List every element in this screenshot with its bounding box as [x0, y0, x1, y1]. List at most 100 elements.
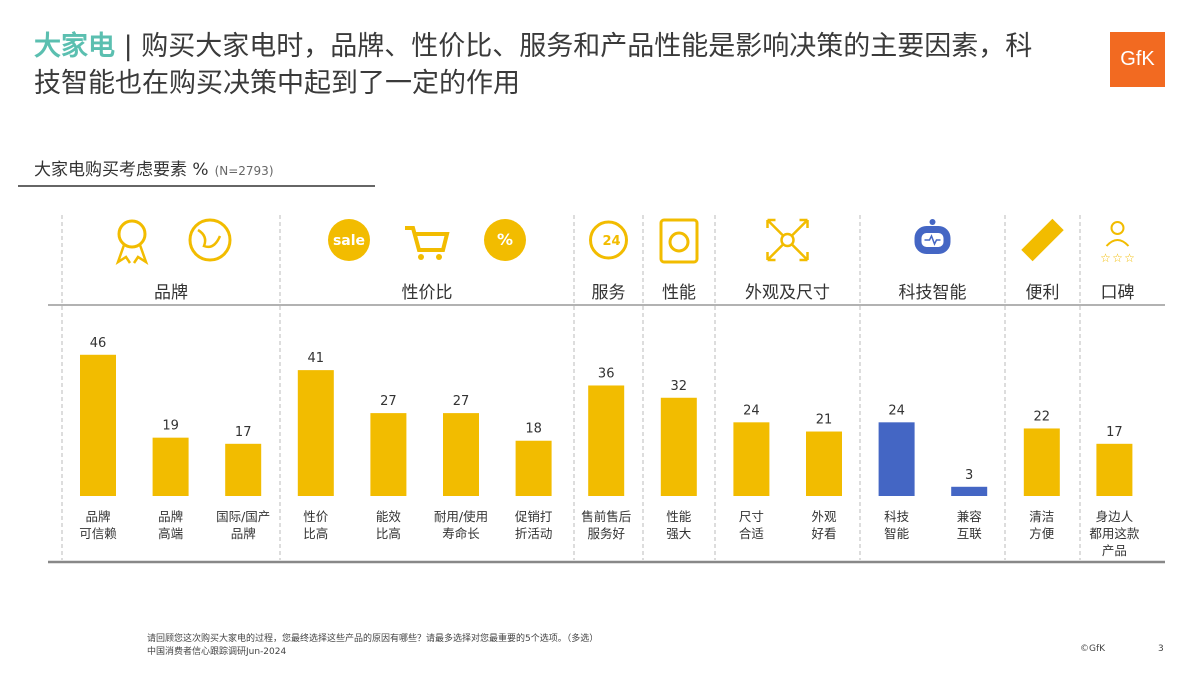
- appliance-icon: [659, 218, 699, 264]
- category-label-line: 兼容: [957, 509, 982, 524]
- category-label: 品牌高端: [158, 509, 183, 541]
- title-underline: [18, 185, 375, 187]
- category-label-line: 清洁: [1029, 509, 1054, 524]
- category-label: 能效比高: [376, 509, 402, 541]
- wheel: [418, 254, 424, 260]
- chart-title-text: 大家电购买考虑要素 %: [34, 160, 209, 180]
- badge: [328, 219, 370, 261]
- category-label-line: 高端: [158, 526, 183, 541]
- category-label: 科技智能: [884, 509, 910, 541]
- group-label: 便利: [1026, 283, 1060, 303]
- badge-text: sale: [333, 233, 365, 249]
- ring: [589, 220, 628, 260]
- body: [659, 218, 699, 264]
- category-label-line: 能效: [376, 509, 402, 524]
- label: 24: [602, 234, 620, 249]
- globe-icon: [188, 218, 232, 262]
- category-label-line: 互联: [957, 526, 983, 541]
- category-label-line: 耐用/使用: [434, 509, 488, 524]
- category-label-line: 寿命长: [442, 526, 480, 541]
- data-label: 22: [1034, 409, 1051, 424]
- category-label-line: 国际/国产: [216, 509, 270, 524]
- bar: [515, 440, 552, 496]
- bar: [1096, 443, 1133, 496]
- wheel: [436, 254, 442, 260]
- category-label-line: 比高: [303, 526, 328, 541]
- bar: [806, 431, 842, 496]
- head: [1110, 221, 1125, 235]
- category-label-line: 身边人: [1096, 509, 1134, 524]
- data-label: 27: [453, 394, 470, 409]
- category-label: 促销打折活动: [515, 509, 553, 541]
- bar: [951, 486, 988, 496]
- body: [1105, 239, 1130, 247]
- category-label: 外观好看: [811, 509, 837, 541]
- gfk-logo: GfK: [1110, 32, 1165, 87]
- group-label: 性能: [662, 283, 696, 303]
- category-label-line: 售前售后: [581, 509, 631, 524]
- page-number: 3: [1158, 644, 1164, 654]
- discount-badge-icon: %: [484, 219, 526, 261]
- category-label-line: 智能: [884, 526, 910, 541]
- group-label: 外观及尺寸: [745, 283, 830, 303]
- continent: [197, 228, 222, 249]
- category-label-line: 外观: [811, 509, 837, 524]
- robot-antenna: [929, 219, 936, 225]
- category-label: 性能强大: [666, 509, 692, 541]
- category-label-line: 折活动: [515, 526, 553, 541]
- user-rating-icon: ☆ ☆ ☆: [1100, 221, 1135, 265]
- footnote-question: 请回顾您这次购买大家电的过程，您最终选择这些产品的原因有哪些？请最多选择对您最重…: [147, 634, 599, 644]
- group-label: 品牌: [154, 283, 188, 303]
- group-label: 科技智能: [899, 283, 967, 303]
- expand-arrows-icon: [766, 218, 809, 262]
- group-label: 口碑: [1101, 283, 1135, 303]
- bar: [588, 385, 625, 496]
- group-label: 服务: [592, 283, 626, 303]
- data-label: 27: [380, 394, 397, 409]
- category-label-line: 合适: [739, 526, 764, 541]
- category-label-line: 品牌: [85, 509, 110, 524]
- category-label-line: 好看: [811, 526, 836, 541]
- category-label-line: 性价: [303, 509, 329, 524]
- group-label: 性价比: [402, 283, 453, 303]
- data-label: 32: [671, 379, 688, 394]
- star: ☆: [1100, 251, 1111, 265]
- bar: [80, 354, 116, 496]
- category-label-line: 品牌: [158, 509, 183, 524]
- category-label-line: 都用这款: [1089, 526, 1140, 541]
- cart: [405, 226, 450, 252]
- category-label: 尺寸合适: [739, 509, 764, 541]
- category-label: 清洁方便: [1029, 509, 1055, 541]
- robot-icon: [914, 219, 951, 254]
- bar: [152, 437, 189, 496]
- category-label: 品牌可信赖: [79, 509, 117, 541]
- footnote-source: 中国消费者信心跟踪调研Jun-2024: [147, 647, 287, 657]
- medal: [117, 219, 147, 249]
- data-label: 3: [965, 468, 973, 483]
- center: [780, 232, 795, 248]
- category-label: 国际/国产品牌: [216, 509, 270, 541]
- chart-title: 大家电购买考虑要素 % (N=2793): [34, 155, 274, 180]
- bar: [443, 413, 479, 496]
- title-highlight: 大家电: [34, 31, 115, 62]
- category-label-line: 比高: [376, 526, 401, 541]
- bar: [297, 370, 334, 496]
- category-label-line: 促销打: [515, 509, 553, 524]
- category-label-line: 强大: [666, 526, 691, 541]
- data-label: 24: [888, 403, 905, 418]
- sale-badge-icon: sale: [328, 219, 370, 261]
- award-ribbon-icon: [115, 219, 149, 265]
- bar: [1023, 428, 1060, 496]
- data-label: 17: [235, 425, 252, 440]
- bar: [878, 422, 915, 496]
- data-label: 17: [1106, 425, 1123, 440]
- bar: [225, 443, 262, 496]
- category-label: 售前售后服务好: [581, 509, 631, 541]
- category-label-line: 可信赖: [79, 526, 117, 541]
- sample-size: (N=2793): [214, 164, 274, 178]
- title-separator: |: [115, 31, 142, 62]
- door: [668, 231, 690, 253]
- data-label: 19: [162, 419, 179, 434]
- data-label: 18: [525, 422, 542, 437]
